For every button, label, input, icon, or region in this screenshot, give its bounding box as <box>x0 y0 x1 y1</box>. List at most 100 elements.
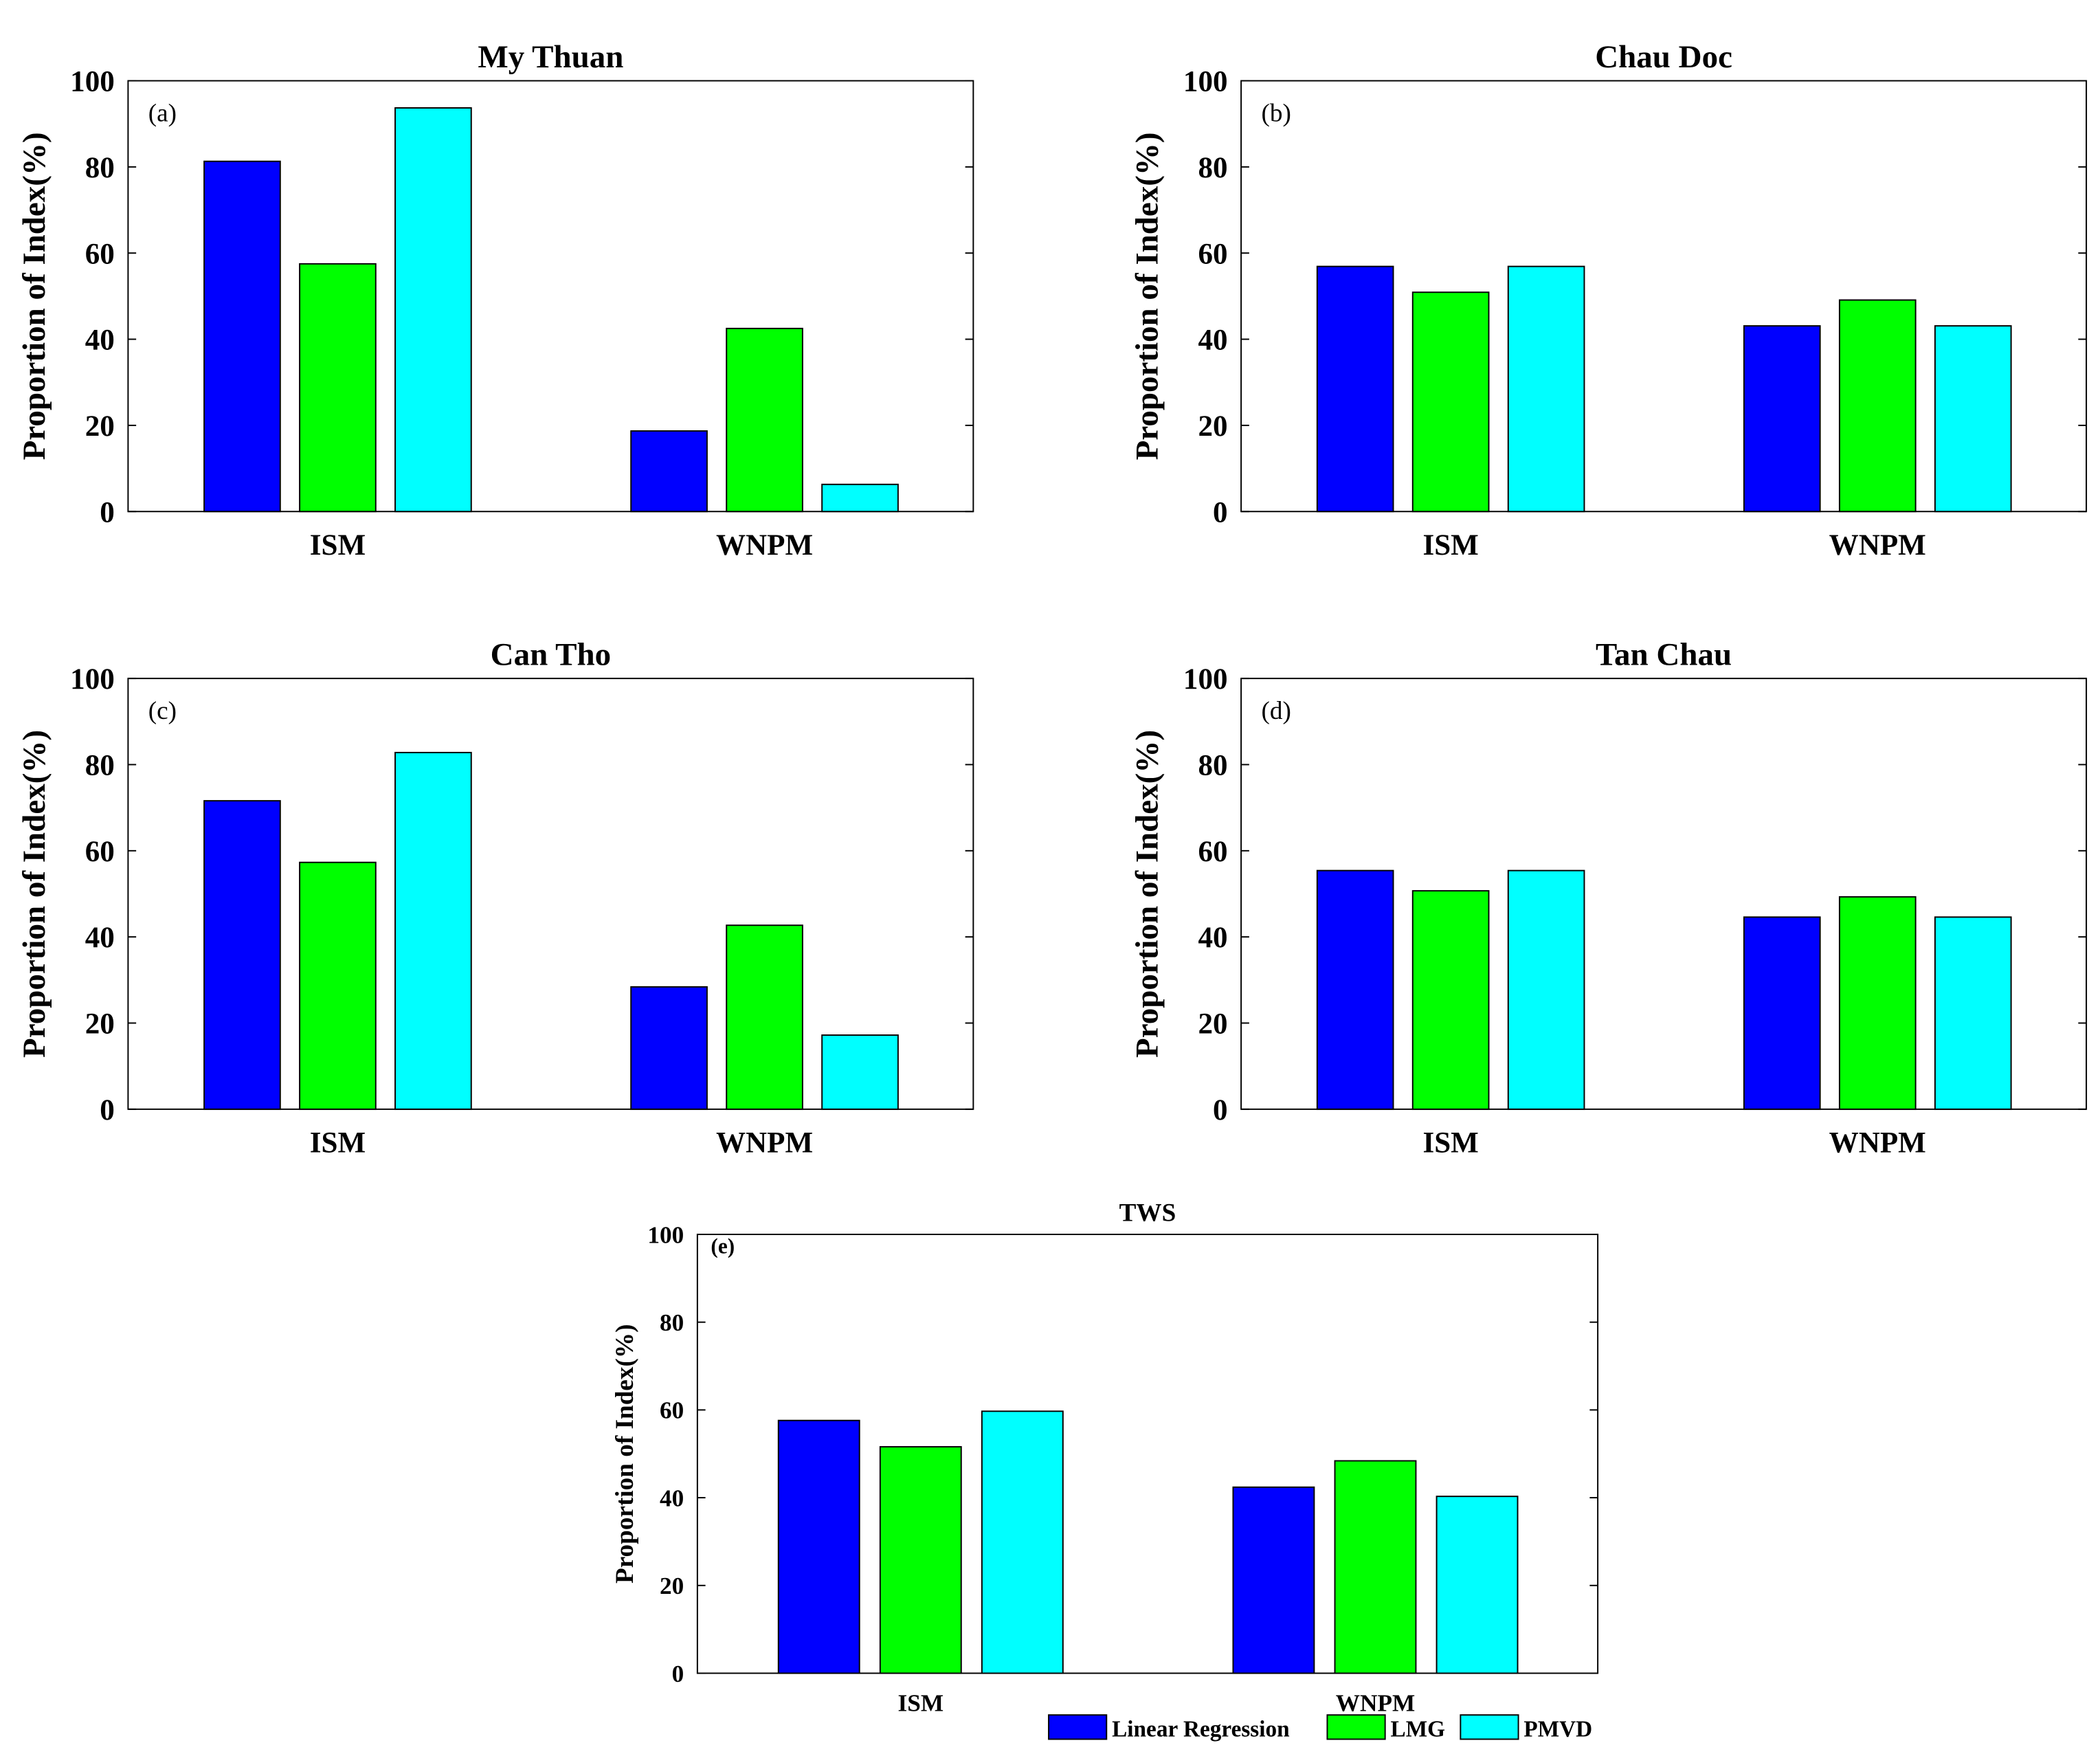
x-tick-label: ISM <box>898 1689 944 1716</box>
bar-lmg-ism <box>1411 890 1490 1110</box>
x-tick-label: ISM <box>310 1127 366 1159</box>
y-tick-label: 20 <box>660 1573 684 1599</box>
panel-label: (c) <box>148 697 177 725</box>
legend-swatch <box>1326 1714 1386 1740</box>
y-tick-label: 0 <box>100 496 115 529</box>
y-tick-label: 0 <box>1213 1094 1228 1126</box>
bar-linear-regression-ism <box>1316 265 1394 513</box>
bar-pmvd-ism <box>1507 265 1585 513</box>
y-tick-label: 20 <box>85 1008 115 1041</box>
y-tick-label: 40 <box>660 1485 684 1511</box>
legend-item: PMVD <box>1460 1714 1592 1742</box>
bar-lmg-ism <box>299 861 377 1110</box>
y-tick-label: 60 <box>85 238 115 270</box>
bar-linear-regression-ism <box>203 160 281 513</box>
bar-linear-regression-ism <box>203 800 281 1110</box>
legend-label: LMG <box>1391 1717 1445 1742</box>
y-tick-label: 0 <box>1213 496 1228 529</box>
bar-linear-regression-ism <box>1316 869 1394 1110</box>
x-tick-label: WNPM <box>1829 529 1926 562</box>
y-tick-label: 80 <box>660 1309 684 1336</box>
bar-lmg-wnpm <box>1838 896 1917 1110</box>
plot-area-frame <box>1240 80 2088 513</box>
bar-lmg-wnpm <box>726 327 803 513</box>
plot-area-frame <box>127 80 974 513</box>
bar-lmg-ism <box>1411 291 1490 513</box>
y-axis-label: Proportion of Index(%) <box>1130 730 1165 1058</box>
bar-pmvd-wnpm <box>1436 1496 1519 1674</box>
x-tick-label: WNPM <box>716 1127 813 1159</box>
bar-lmg-ism <box>299 263 377 513</box>
legend-swatch <box>1460 1714 1519 1740</box>
bar-lmg-ism <box>879 1446 962 1674</box>
y-tick-label: 100 <box>647 1221 684 1248</box>
y-tick-label: 40 <box>85 922 115 954</box>
y-tick-label: 60 <box>1198 238 1227 270</box>
bar-linear-regression-wnpm <box>1232 1486 1315 1674</box>
legend-label: Linear Regression <box>1112 1717 1290 1742</box>
x-tick-label: ISM <box>1422 1127 1478 1159</box>
panel-label: (e) <box>711 1234 735 1258</box>
y-tick-label: 20 <box>1198 1008 1227 1041</box>
chart-title: Tan Chau <box>1596 637 1732 673</box>
y-tick-label: 100 <box>70 66 115 98</box>
y-axis-label: Proportion of Index(%) <box>1130 132 1165 460</box>
chart-panel-a: My Thuan 0 20 40 60 80 100 Proportion of Index(… <box>16 39 974 562</box>
y-axis-label: Proportion of Index(%) <box>611 1324 639 1584</box>
plot-area-frame <box>696 1234 1599 1674</box>
bar-pmvd-ism <box>394 751 472 1110</box>
y-tick-label: 20 <box>1198 410 1227 443</box>
y-tick-label: 100 <box>1183 663 1228 696</box>
y-tick-label: 60 <box>660 1397 684 1424</box>
y-tick-label: 0 <box>672 1661 684 1687</box>
panel-label: (b) <box>1261 99 1291 127</box>
x-tick-label: WNPM <box>716 529 813 562</box>
y-tick-label: 80 <box>85 750 115 782</box>
panel-label: (d) <box>1261 697 1291 725</box>
y-tick-label: 100 <box>70 663 115 696</box>
x-tick-label: WNPM <box>1829 1127 1926 1159</box>
x-tick-label: ISM <box>1422 529 1478 562</box>
bar-linear-regression-wnpm <box>1743 325 1821 513</box>
chart-title: Can Tho <box>491 637 611 673</box>
y-tick-label: 40 <box>85 324 115 357</box>
legend: Linear Regression LMG PMVD <box>1048 1714 1592 1742</box>
bar-pmvd-wnpm <box>821 483 899 513</box>
y-tick-label: 0 <box>100 1094 115 1126</box>
bar-linear-regression-wnpm <box>630 986 708 1110</box>
bar-linear-regression-wnpm <box>630 430 708 513</box>
x-tick-label: WNPM <box>1336 1689 1416 1716</box>
bar-pmvd-ism <box>981 1410 1064 1674</box>
y-axis-label: Proportion of Index(%) <box>16 132 52 460</box>
bar-linear-regression-ism <box>777 1419 860 1674</box>
y-tick-label: 80 <box>1198 750 1227 782</box>
y-tick-label: 20 <box>85 410 115 443</box>
x-tick-label: ISM <box>310 529 366 562</box>
plot-area-frame <box>127 678 974 1110</box>
bar-pmvd-wnpm <box>821 1034 899 1110</box>
legend-item: Linear Regression <box>1048 1714 1290 1742</box>
bar-lmg-wnpm <box>1838 299 1917 513</box>
bar-pmvd-ism <box>394 107 472 513</box>
y-tick-label: 40 <box>1198 324 1227 357</box>
bar-pmvd-wnpm <box>1934 916 2012 1110</box>
chart-panel-c: Can Tho 0 20 40 60 80 100 Proportion of Index(%… <box>16 637 974 1159</box>
chart-title: Chau Doc <box>1595 39 1732 75</box>
y-tick-label: 60 <box>1198 836 1227 868</box>
y-tick-label: 100 <box>1183 66 1228 98</box>
y-tick-label: 80 <box>1198 152 1227 184</box>
bar-pmvd-ism <box>1507 869 1585 1110</box>
y-tick-label: 60 <box>85 836 115 868</box>
legend-label: PMVD <box>1523 1717 1592 1742</box>
chart-panel-b: Chau Doc 0 20 40 60 80 100 Proportion of Index(… <box>1130 39 2088 562</box>
bar-lmg-wnpm <box>726 924 803 1110</box>
bar-linear-regression-wnpm <box>1743 916 1821 1110</box>
chart-title: My Thuan <box>478 39 623 75</box>
bar-pmvd-wnpm <box>1934 325 2012 513</box>
y-tick-label: 40 <box>1198 922 1227 954</box>
y-axis-label: Proportion of Index(%) <box>16 730 52 1058</box>
legend-swatch <box>1048 1714 1108 1740</box>
y-tick-label: 80 <box>85 152 115 184</box>
chart-panel-d: Tan Chau 0 20 40 60 80 100 Proportion of Index(… <box>1130 637 2088 1159</box>
